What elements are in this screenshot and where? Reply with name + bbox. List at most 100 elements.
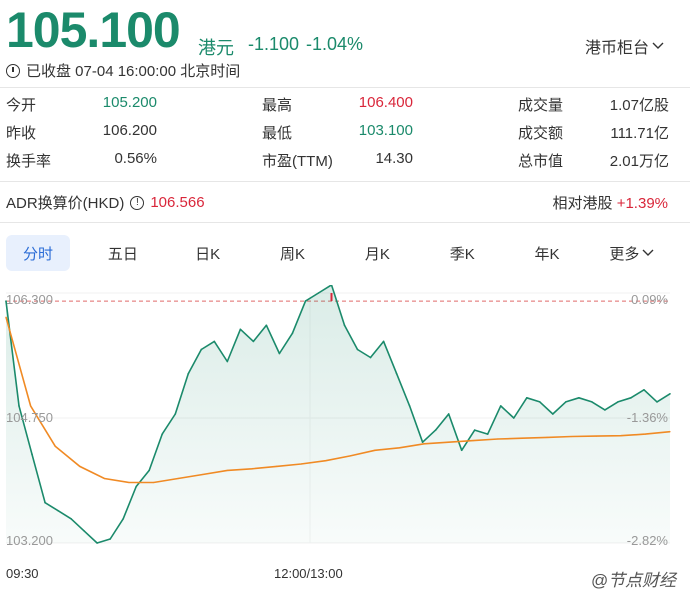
stat-value: 1.07亿股 xyxy=(609,97,669,114)
price-point xyxy=(512,417,515,419)
average-price-point xyxy=(103,477,105,480)
price-change: -1.100 xyxy=(248,34,300,54)
market-status-text: 已收盘 07-04 16:00:00 北京时间 xyxy=(26,63,241,80)
price-change-percent: -1.04% xyxy=(306,34,364,54)
tab-yearly-k[interactable]: 年K xyxy=(534,245,560,263)
price-point xyxy=(343,324,346,327)
relative-hk: 相对港股 +1.39% xyxy=(553,192,668,213)
average-price-point xyxy=(423,443,425,445)
price-point xyxy=(213,340,216,343)
average-price-point xyxy=(595,435,597,437)
price-point xyxy=(356,348,359,351)
tab-weekly-k[interactable]: 周K xyxy=(280,245,306,263)
price-point xyxy=(239,328,242,331)
stat-value: 2.01万亿 xyxy=(609,153,669,170)
price-point xyxy=(83,530,85,532)
tab-daily-k[interactable]: 日K xyxy=(195,245,221,263)
tab-intraday[interactable]: 分时 xyxy=(6,235,70,271)
stat-value: 106.400 xyxy=(358,94,413,111)
average-price-point xyxy=(177,477,179,480)
average-price-point xyxy=(644,433,647,435)
stat-value: 111.71亿 xyxy=(610,125,669,142)
price-point xyxy=(135,485,137,488)
average-price-point xyxy=(275,465,278,467)
price-point xyxy=(200,348,203,351)
tab-monthly-k[interactable]: 月K xyxy=(364,245,390,263)
price-point xyxy=(565,401,567,403)
price-point xyxy=(5,300,7,302)
average-price-point xyxy=(300,463,302,465)
price-point xyxy=(109,538,111,540)
stat-label: 成交额 xyxy=(518,125,564,142)
stat-label: 成交量 xyxy=(518,97,564,114)
average-price-point xyxy=(497,438,499,440)
price-point xyxy=(525,397,528,399)
average-price-point xyxy=(546,436,548,438)
stat-label: 最高 xyxy=(262,97,293,114)
average-price-point xyxy=(325,460,327,462)
tab-quarterly-k[interactable]: 季K xyxy=(449,245,475,263)
price-point xyxy=(70,518,72,520)
price-point xyxy=(630,397,632,399)
stat-label: 昨收 xyxy=(6,125,37,142)
x-axis-start-label: 09:30 xyxy=(6,566,39,581)
price-point xyxy=(669,393,671,395)
counter-selector[interactable]: 港币柜台 xyxy=(585,34,664,58)
price-point xyxy=(148,469,151,472)
tab-more-label: 更多 xyxy=(609,245,640,263)
stat-label: 最低 xyxy=(262,125,293,142)
price-point xyxy=(291,332,294,335)
price-point xyxy=(499,405,502,407)
counter-label: 港币柜台 xyxy=(584,40,649,57)
price-point xyxy=(31,453,33,456)
price-point xyxy=(408,405,411,407)
info-icon[interactable]: ! xyxy=(130,195,145,210)
price-point xyxy=(265,324,268,327)
intraday-chart[interactable] xyxy=(0,285,690,550)
price-point xyxy=(617,401,619,403)
divider xyxy=(0,87,690,88)
stat-value: 105.200 xyxy=(102,94,157,111)
adr-value: 106.566 xyxy=(150,194,205,211)
price-point xyxy=(330,285,333,286)
price-point xyxy=(122,518,124,520)
price-point xyxy=(18,405,20,407)
average-price-point xyxy=(5,316,7,318)
y-axis-mid-label: 104.750 xyxy=(6,410,53,425)
stat-label: 今开 xyxy=(6,97,37,114)
price-point xyxy=(552,413,554,415)
average-price-point xyxy=(472,439,474,442)
y-axis-right-bottom-label: -2.82% xyxy=(626,533,668,548)
average-price-point xyxy=(79,465,81,467)
stat-label: 换手率 xyxy=(6,153,52,170)
tab-5day[interactable]: 五日 xyxy=(107,245,138,263)
average-price-point xyxy=(251,468,253,470)
price-point xyxy=(57,509,59,512)
average-price-point xyxy=(226,469,228,472)
price-point xyxy=(460,449,463,452)
chart-period-tabs: 分时 五日 日K 周K 月K 季K 年K 更多 xyxy=(6,234,664,272)
price-area xyxy=(6,285,670,543)
price-point xyxy=(304,300,307,302)
average-price-point xyxy=(620,435,622,437)
average-price-point xyxy=(669,431,671,433)
price-point xyxy=(395,372,398,375)
price-point xyxy=(434,429,437,431)
price-point xyxy=(278,352,281,355)
average-price-point xyxy=(128,481,130,484)
price-point xyxy=(382,340,385,343)
relative-value: +1.39% xyxy=(616,195,668,212)
price-point xyxy=(539,401,541,403)
tab-more[interactable]: 更多 xyxy=(600,235,664,271)
y-axis-right-mid-label: -1.36% xyxy=(626,410,668,425)
price-point xyxy=(643,388,645,391)
relative-label: 相对港股 xyxy=(552,195,613,212)
stat-value: 106.200 xyxy=(102,122,157,139)
price-point xyxy=(473,429,476,431)
price-point xyxy=(447,413,450,415)
price-point xyxy=(604,409,606,411)
stat-value: 103.100 xyxy=(358,122,413,139)
watermark: @节点财经 xyxy=(590,571,676,590)
price-point xyxy=(187,372,190,375)
average-price-point xyxy=(448,441,450,443)
